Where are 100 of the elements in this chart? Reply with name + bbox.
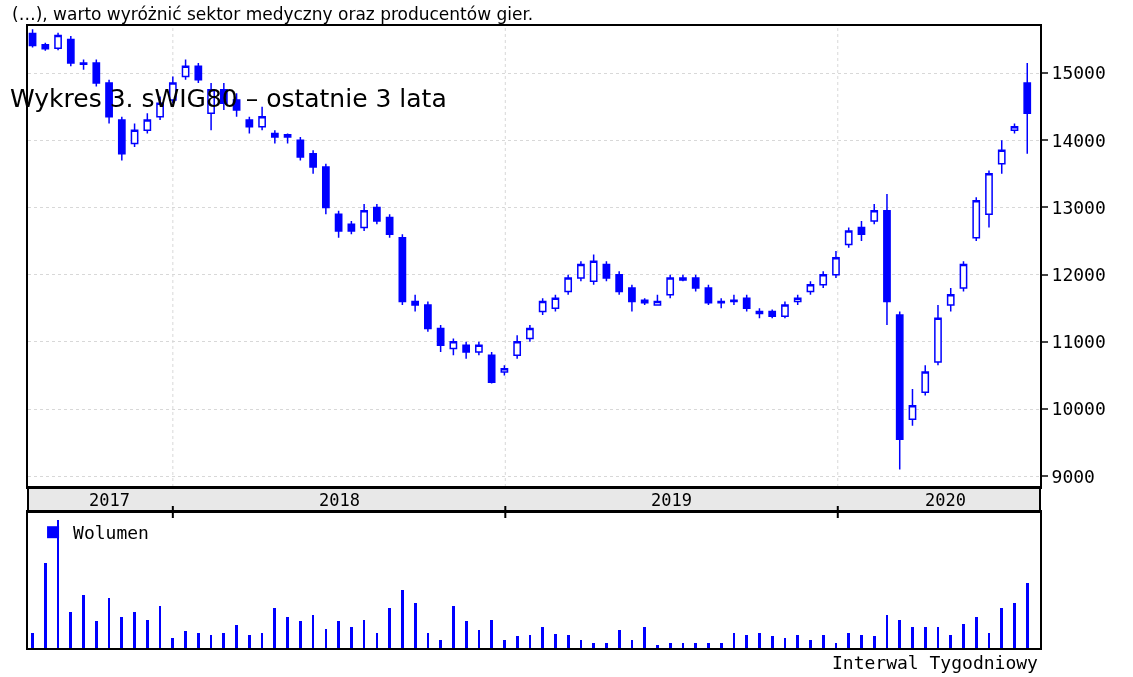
candlestick	[475, 341, 483, 357]
bar	[860, 635, 863, 648]
bar	[350, 627, 353, 648]
y-tick-label: 12000	[1051, 263, 1106, 285]
candlestick	[781, 300, 789, 320]
bar	[312, 615, 314, 648]
candlestick	[666, 273, 675, 299]
bar	[733, 633, 735, 648]
bar	[822, 635, 825, 648]
bar	[605, 643, 608, 648]
bar	[478, 630, 480, 648]
y-tick-label: 15000	[1051, 62, 1106, 84]
bar	[949, 635, 952, 648]
bar	[376, 633, 378, 648]
candlestick	[424, 300, 432, 333]
candlestick	[653, 294, 662, 306]
candlestick	[844, 226, 853, 249]
candlestick	[373, 203, 381, 225]
bar	[567, 635, 570, 648]
candlestick	[143, 112, 152, 135]
bar	[745, 635, 748, 648]
candlestick	[793, 294, 802, 306]
candlestick	[54, 31, 62, 51]
candlestick	[41, 42, 50, 52]
bar	[529, 635, 531, 648]
bar	[171, 638, 174, 648]
candlestick	[462, 341, 471, 360]
bar	[580, 640, 582, 648]
candlestick	[130, 122, 139, 148]
bar	[618, 630, 621, 648]
bar	[911, 627, 914, 648]
y-tick-label: 11000	[1051, 331, 1106, 353]
bar	[503, 640, 506, 648]
candlestick	[1010, 122, 1019, 135]
bar	[809, 640, 812, 648]
candlestick	[870, 203, 879, 225]
bar	[554, 634, 557, 648]
x-tick-label: 2018	[319, 490, 360, 510]
bar	[133, 612, 136, 648]
candlestick	[946, 287, 955, 313]
bar	[261, 633, 263, 648]
bar	[401, 590, 404, 648]
y-tick-label: 9000	[1051, 465, 1095, 487]
candlestick	[997, 139, 1006, 175]
bar	[669, 643, 672, 648]
candlestick	[691, 273, 700, 293]
bar	[439, 640, 442, 648]
text: (…), warto wyróżnić sektor medyczny oraz producentów gier.	[12, 4, 534, 24]
bar	[363, 620, 365, 648]
candlestick	[526, 324, 534, 343]
y-tick-label: 14000	[1051, 129, 1106, 151]
bar	[898, 620, 901, 648]
candlestick	[92, 58, 101, 88]
bar	[95, 621, 98, 648]
candlestick	[411, 294, 419, 313]
bar	[835, 643, 837, 648]
bar	[771, 636, 774, 648]
bar	[631, 640, 633, 648]
bar	[465, 621, 468, 648]
candlestick	[730, 294, 738, 306]
bar	[541, 627, 544, 648]
candlestick	[194, 62, 203, 84]
candlestick	[398, 233, 407, 306]
bar	[490, 620, 493, 648]
candlestick	[258, 105, 266, 131]
candlestick	[564, 273, 573, 296]
bar	[299, 621, 302, 648]
bar	[643, 627, 646, 648]
candlestick	[270, 129, 279, 145]
candlestick	[742, 294, 751, 313]
bar	[120, 617, 123, 648]
candlestick	[1023, 62, 1032, 155]
candlestick	[972, 196, 981, 242]
candlestick	[640, 297, 649, 306]
bar	[210, 635, 212, 648]
bar	[427, 633, 429, 648]
bar	[758, 633, 761, 648]
bar	[1000, 608, 1003, 648]
bar	[159, 606, 161, 648]
bar	[388, 608, 391, 648]
candlestick	[360, 203, 368, 232]
bar	[656, 645, 659, 648]
bar	[31, 633, 34, 648]
bar	[886, 615, 888, 648]
bar	[694, 643, 697, 648]
candlestick	[538, 297, 547, 316]
candlestick	[577, 260, 585, 283]
candlestick	[832, 250, 840, 279]
bar	[325, 629, 327, 648]
candlestick	[334, 210, 343, 239]
candlestick	[117, 115, 126, 162]
candlestick	[283, 132, 292, 145]
candlestick	[704, 283, 713, 306]
bar	[337, 621, 340, 648]
bar	[235, 625, 238, 648]
candlestick	[768, 308, 777, 320]
candlestick	[296, 136, 305, 162]
candlestick	[245, 115, 254, 135]
bar	[873, 636, 876, 648]
bar	[988, 633, 990, 648]
